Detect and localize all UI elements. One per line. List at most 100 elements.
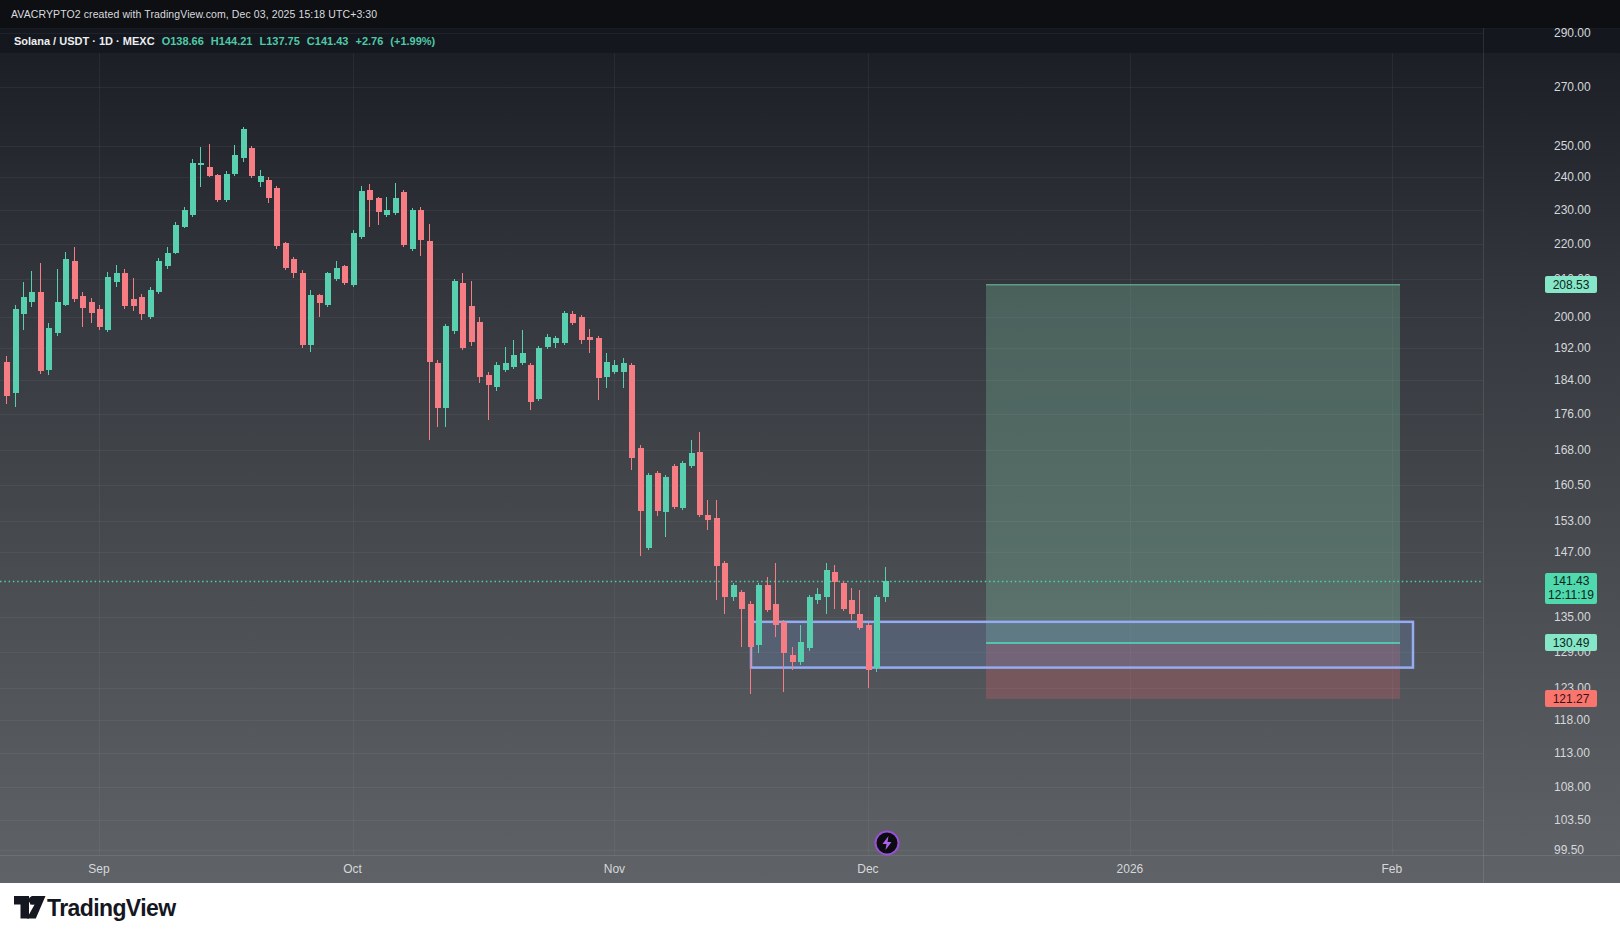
price-tick-label: 113.00 bbox=[1554, 746, 1590, 760]
price-tick-label: 200.00 bbox=[1554, 310, 1591, 324]
candle-body bbox=[215, 175, 221, 200]
candle-body bbox=[815, 594, 821, 601]
candle-body bbox=[857, 614, 863, 629]
tradingview-wordmark[interactable]: TradingView bbox=[47, 895, 175, 922]
candle-body bbox=[266, 180, 272, 198]
candle-body bbox=[528, 365, 534, 403]
candle-body bbox=[258, 176, 264, 181]
candle-body bbox=[376, 198, 382, 211]
candle-body bbox=[300, 273, 306, 345]
candle-body bbox=[756, 585, 762, 645]
footer-bar: TradingView bbox=[0, 883, 1620, 944]
candle-body bbox=[469, 306, 475, 341]
time-tick-label: Nov bbox=[604, 862, 625, 876]
price-tick-label: 153.00 bbox=[1554, 514, 1591, 528]
candle-body bbox=[460, 283, 466, 348]
candle-body bbox=[486, 375, 492, 385]
candle-body bbox=[46, 328, 52, 370]
candle-body bbox=[672, 466, 678, 507]
candle-body bbox=[80, 296, 86, 307]
candle-body bbox=[97, 309, 103, 326]
price-chart[interactable] bbox=[0, 0, 1620, 944]
candle-body bbox=[655, 473, 661, 511]
price-tick-label: 118.00 bbox=[1554, 713, 1590, 727]
candle-body bbox=[841, 583, 847, 608]
candle-body bbox=[536, 348, 542, 399]
candle-body bbox=[334, 268, 340, 280]
candle-body bbox=[401, 192, 407, 245]
candle-body bbox=[866, 625, 872, 670]
candle-body bbox=[553, 338, 559, 343]
candle-body bbox=[638, 448, 644, 511]
price-tick-label: 160.50 bbox=[1554, 478, 1591, 492]
candle-body bbox=[274, 188, 280, 247]
candle-body bbox=[232, 155, 238, 174]
candle-body bbox=[765, 585, 771, 610]
candle-body bbox=[148, 290, 154, 317]
candle-body bbox=[13, 309, 19, 392]
candle-body bbox=[359, 191, 365, 236]
candle-body bbox=[190, 163, 196, 215]
countdown-timer: 12:11:19 bbox=[1548, 588, 1594, 602]
candle-body bbox=[545, 337, 551, 347]
candle-body bbox=[427, 241, 433, 361]
position-profit-zone[interactable] bbox=[986, 285, 1400, 643]
candle-body bbox=[587, 337, 593, 340]
rectangle-drawing[interactable] bbox=[751, 622, 1413, 668]
price-tick-label: 230.00 bbox=[1554, 203, 1591, 217]
time-tick-label: Dec bbox=[857, 862, 878, 876]
candle-body bbox=[224, 174, 230, 200]
time-tick-label: Oct bbox=[343, 862, 362, 876]
candle-body bbox=[105, 277, 111, 330]
candle-body bbox=[798, 642, 804, 662]
candle-body bbox=[748, 604, 754, 647]
candle-body bbox=[621, 363, 627, 372]
price-tick-label: 108.00 bbox=[1554, 780, 1591, 794]
candle-body bbox=[21, 297, 27, 314]
candle-body bbox=[739, 592, 745, 608]
candle-body bbox=[781, 622, 787, 653]
candle-body bbox=[629, 365, 635, 458]
candle-body bbox=[63, 259, 69, 304]
time-tick-label: Sep bbox=[88, 862, 109, 876]
candle-body bbox=[824, 570, 830, 597]
price-tick-label: 168.00 bbox=[1554, 443, 1591, 457]
candle-body bbox=[722, 563, 728, 598]
candle-body bbox=[596, 338, 602, 378]
candle-body bbox=[705, 515, 711, 520]
candle-body bbox=[367, 190, 373, 199]
candle-body bbox=[241, 129, 247, 158]
time-tick-label: 2026 bbox=[1117, 862, 1144, 876]
candle-body bbox=[579, 317, 585, 340]
candle-body bbox=[663, 477, 669, 512]
candle-body bbox=[182, 210, 188, 227]
candle-body bbox=[122, 273, 128, 307]
candle-body bbox=[384, 210, 390, 214]
candle-body bbox=[173, 225, 179, 253]
candle-body bbox=[849, 600, 855, 613]
candle-body bbox=[131, 299, 137, 306]
price-tick-label: 135.00 bbox=[1554, 610, 1591, 624]
candle-body bbox=[342, 266, 348, 283]
tradingview-snapshot: AVACRYPTO2 created with TradingView.com,… bbox=[0, 0, 1620, 944]
price-tick-label: 240.00 bbox=[1554, 170, 1591, 184]
candle-body bbox=[874, 597, 880, 668]
candle-body bbox=[646, 475, 652, 548]
candle-body bbox=[697, 452, 703, 515]
candle-body bbox=[714, 518, 720, 566]
candle-body bbox=[89, 302, 95, 313]
candle-body bbox=[503, 363, 509, 370]
candle-body bbox=[4, 362, 10, 396]
candle-body bbox=[55, 302, 61, 333]
current-price-badge: 141.4312:11:19 bbox=[1545, 573, 1597, 604]
lightning-marker-icon[interactable] bbox=[876, 832, 899, 855]
candle-body bbox=[494, 365, 500, 387]
tradingview-logo-icon[interactable] bbox=[14, 894, 46, 922]
candle-body bbox=[249, 148, 255, 177]
price-tick-label: 99.50 bbox=[1554, 843, 1584, 857]
candle-body bbox=[773, 604, 779, 625]
candle-body bbox=[156, 261, 162, 291]
candle-body bbox=[604, 362, 610, 377]
candle-body bbox=[477, 322, 483, 377]
price-tick-label: 290.00 bbox=[1554, 26, 1591, 40]
